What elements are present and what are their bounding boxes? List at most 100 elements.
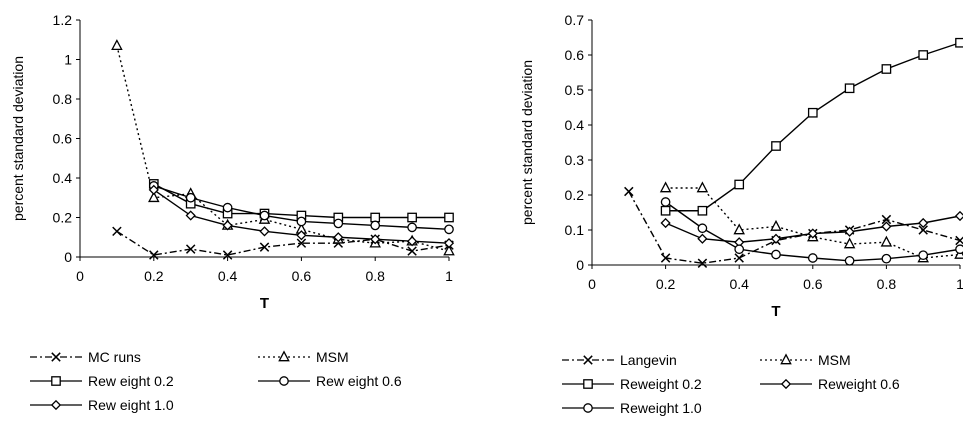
legend-label: Rew eight 0.6 [316, 373, 402, 389]
data-point-triangle [148, 191, 160, 203]
data-point-diamond [954, 210, 963, 222]
legend-label: Rew eight 1.0 [88, 397, 174, 413]
data-point-circle [844, 255, 855, 266]
data-point-circle [407, 222, 417, 233]
legend-entry-rew-eight-1-0: Rew eight 1.0 [30, 397, 174, 413]
data-point-square [444, 212, 454, 223]
data-point-x [185, 244, 196, 254]
data-point-diamond [807, 228, 818, 239]
x-tick-label: 0.6 [803, 276, 823, 292]
legend-entry-reweight-0-2: Reweight 0.2 [562, 376, 702, 392]
data-point-circle [918, 250, 929, 261]
series-reweight-0-6 [660, 210, 963, 248]
data-point-triangle [443, 244, 455, 256]
legend-entry-rew-eight-0-6: Rew eight 0.6 [258, 373, 402, 389]
y-tick-label: 0.7 [565, 12, 585, 28]
data-point-x [918, 225, 928, 235]
x-tick-label: 1 [956, 276, 963, 292]
data-point-x [259, 242, 270, 252]
chart-2: 0 0.1 0.2 0.3 0.4 0.5 0.6 0.7 0 0.2 0.4 0.6 0.8 1 Tper… [519, 12, 963, 416]
data-point-x [296, 238, 307, 248]
data-point-circle [807, 253, 818, 263]
series-msm [111, 39, 455, 256]
data-point-diamond [222, 220, 233, 231]
data-point-x [222, 250, 233, 260]
legend-entry-msm: MSM [760, 352, 851, 368]
data-point-square [734, 179, 745, 190]
y-tick-label: 0.8 [53, 91, 73, 107]
data-point-square [370, 212, 381, 223]
x-tick-label: 0.2 [144, 268, 164, 284]
legend-entry-msm: MSM [258, 349, 349, 365]
data-point-diamond [185, 210, 196, 221]
series-line [116, 230, 450, 256]
legend-marker-square [51, 376, 61, 386]
data-point-circle [734, 244, 745, 255]
x-tick-label: 0.6 [292, 268, 312, 284]
x-axis-label: T [771, 303, 780, 320]
data-point-circle [444, 224, 454, 235]
legend-entry-langevin: Langevin [562, 352, 677, 368]
legend-label: Reweight 1.0 [620, 400, 702, 416]
y-axis-label: percent standard deviation [519, 60, 535, 225]
data-point-diamond [148, 184, 159, 195]
data-point-circle [660, 197, 671, 207]
series-rew-eight-0-6 [148, 181, 454, 235]
data-point-circle [296, 216, 307, 227]
legend-entry-rew-eight-0-2: Rew eight 0.2 [30, 373, 174, 389]
data-point-square [771, 141, 781, 151]
legend-label: MSM [818, 352, 851, 368]
data-point-square [881, 64, 892, 74]
legend-label: Rew eight 0.2 [88, 373, 174, 389]
data-point-diamond [770, 233, 782, 244]
data-point-diamond [697, 233, 708, 244]
y-tick-label: 0.4 [565, 117, 585, 133]
x-tick-label: 0 [588, 276, 596, 292]
data-point-triangle [696, 181, 709, 193]
legend-entry-mc-runs: MC runs [30, 349, 141, 365]
data-point-x [881, 214, 892, 225]
series-reweight-1-0 [660, 197, 963, 266]
legend-marker-triangle [278, 350, 290, 362]
data-point-circle [259, 210, 270, 221]
legend-marker-diamond [780, 378, 792, 390]
y-tick-label: 0.3 [565, 152, 585, 168]
data-point-x [624, 186, 634, 197]
y-tick-label: 1 [64, 52, 72, 68]
legend: Langevin MSM Reweight 0.2 Reweight 0.6 Rewei… [562, 352, 900, 416]
data-point-triangle [880, 235, 893, 247]
data-point-x [734, 253, 744, 263]
legend-entry-reweight-1-0: Reweight 1.0 [562, 400, 702, 416]
y-tick-label: 0.2 [565, 187, 585, 203]
data-point-x [955, 235, 963, 246]
data-point-diamond [370, 234, 381, 245]
y-tick-label: 0.1 [565, 222, 585, 238]
data-point-square [697, 205, 708, 216]
series-line [628, 191, 961, 264]
y-tick-label: 0.6 [53, 131, 73, 147]
data-point-diamond [443, 238, 455, 249]
data-point-triangle [733, 223, 745, 235]
data-point-x [660, 253, 671, 263]
data-point-diamond [296, 230, 307, 241]
data-point-x [149, 250, 159, 260]
x-tick-label: 0.8 [877, 276, 897, 292]
legend-marker-triangle [780, 353, 792, 365]
data-point-triangle [770, 219, 782, 231]
x-tick-label: 0 [76, 268, 84, 284]
series-msm [659, 181, 963, 263]
x-tick-label: 1 [445, 268, 453, 284]
legend-marker-circle [583, 403, 593, 413]
data-point-x [407, 246, 417, 256]
y-tick-label: 0.6 [565, 47, 585, 63]
series-reweight-0-2 [660, 37, 963, 216]
legend-entry-reweight-0-6: Reweight 0.6 [760, 376, 900, 392]
data-point-square [955, 37, 963, 48]
legend-marker-x [51, 352, 61, 362]
legend-marker-square [583, 379, 593, 389]
legend-label: Reweight 0.6 [818, 376, 900, 392]
legend-label: Langevin [620, 352, 677, 368]
data-point-x [697, 258, 708, 268]
y-tick-label: 0.4 [53, 170, 73, 186]
